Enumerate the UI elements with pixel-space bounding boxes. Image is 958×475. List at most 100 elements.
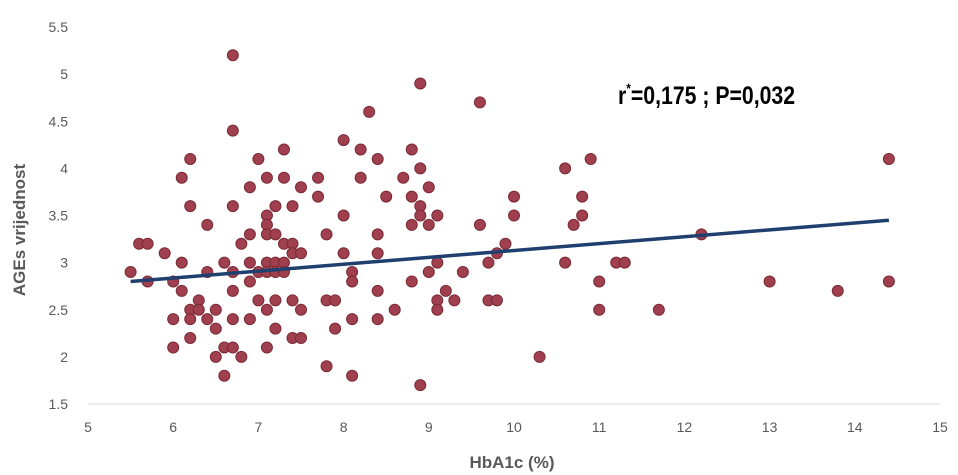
data-point [414, 379, 427, 392]
data-point [337, 247, 350, 260]
y-tick-label: 5.5 [49, 19, 69, 35]
data-point [533, 350, 546, 363]
data-point [363, 105, 376, 118]
y-axis-title: AGEs vrijednost [10, 164, 29, 297]
data-point [371, 152, 384, 165]
data-point [226, 124, 239, 137]
data-point [371, 313, 384, 326]
data-point [260, 303, 273, 316]
data-point [388, 303, 401, 316]
data-point [431, 209, 444, 222]
data-point [243, 228, 256, 241]
data-point [380, 190, 393, 203]
data-point [337, 209, 350, 222]
data-point [414, 209, 427, 222]
data-point [593, 303, 606, 316]
data-point [226, 284, 239, 297]
data-point [286, 200, 299, 213]
y-tick-label: 4 [60, 160, 68, 176]
data-point [405, 218, 418, 231]
data-point [243, 313, 256, 326]
data-point [295, 332, 307, 345]
data-point [354, 171, 367, 184]
y-axis-ticks: 1.5 2 2.5 3 3.5 4 4.5 5 5.5 [49, 19, 69, 412]
data-point [482, 256, 495, 269]
data-point [124, 266, 137, 279]
data-point [346, 313, 359, 326]
data-point [397, 171, 410, 184]
data-point [593, 275, 606, 288]
data-point [559, 256, 572, 269]
data-point [243, 181, 256, 194]
data-point [269, 200, 282, 213]
data-point [295, 303, 307, 316]
data-point [431, 256, 444, 269]
data-point [201, 218, 214, 231]
data-point [405, 143, 418, 156]
data-point [584, 152, 597, 165]
data-point [252, 294, 265, 307]
y-tick-label: 1.5 [49, 396, 69, 412]
data-point [431, 303, 444, 316]
data-point [618, 256, 631, 269]
data-point [209, 303, 222, 316]
data-point [184, 200, 197, 213]
annotation-superscript: * [626, 80, 631, 96]
data-point [329, 322, 342, 335]
annotation-text: =0,175 ; P=0,032 [631, 81, 795, 109]
data-point [201, 313, 214, 326]
data-point [226, 313, 239, 326]
x-tick-label: 9 [425, 419, 433, 435]
trendline [130, 218, 890, 284]
data-point [508, 209, 520, 222]
data-point [414, 162, 427, 175]
data-point [175, 171, 188, 184]
x-tick-label: 5 [84, 419, 92, 435]
data-point [235, 237, 248, 250]
data-point [277, 171, 290, 184]
data-point [763, 275, 776, 288]
data-point [567, 218, 580, 231]
x-tick-label: 6 [169, 419, 177, 435]
y-tick-label: 2 [60, 349, 68, 365]
data-point [346, 369, 359, 382]
data-point [218, 256, 231, 269]
data-point [508, 190, 520, 203]
y-tick-label: 4.5 [49, 113, 69, 129]
data-point [252, 152, 265, 165]
data-point [175, 256, 188, 269]
data-point [371, 228, 384, 241]
data-point [456, 266, 469, 279]
x-tick-label: 12 [677, 419, 693, 435]
data-point [226, 341, 239, 354]
data-point [371, 247, 384, 260]
x-tick-label: 7 [255, 419, 263, 435]
data-point [277, 143, 290, 156]
data-point [652, 303, 665, 316]
data-point [286, 294, 299, 307]
data-point [184, 332, 197, 345]
data-point [490, 294, 503, 307]
x-tick-label: 13 [762, 419, 778, 435]
y-tick-label: 5 [60, 66, 68, 82]
y-tick-label: 3.5 [49, 208, 69, 224]
data-point [414, 77, 427, 90]
data-point [882, 152, 895, 165]
data-point [337, 134, 350, 147]
data-point [141, 237, 154, 250]
y-tick-label: 3 [60, 255, 68, 271]
data-point [192, 303, 205, 316]
data-point [218, 369, 231, 382]
data-point [882, 275, 895, 288]
data-point [320, 360, 333, 373]
data-point [422, 266, 435, 279]
data-point [312, 171, 325, 184]
data-point [329, 294, 342, 307]
data-point [260, 171, 273, 184]
data-point [167, 341, 180, 354]
x-tick-label: 15 [932, 419, 948, 435]
data-point [226, 200, 239, 213]
data-point [371, 284, 384, 297]
data-point [243, 256, 256, 269]
y-tick-label: 2.5 [49, 302, 69, 318]
